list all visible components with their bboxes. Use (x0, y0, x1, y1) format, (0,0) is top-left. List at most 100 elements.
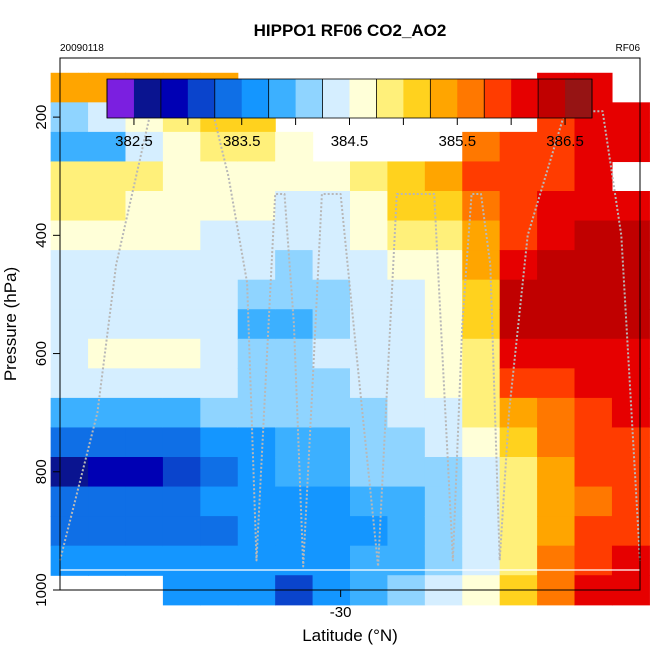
heatmap-cell (162, 279, 201, 310)
heatmap-cell (88, 191, 127, 222)
heatmap-cell (162, 368, 201, 399)
heatmap-cell (162, 161, 201, 192)
y-tick-label: 400 (33, 223, 50, 248)
heatmap-cell (312, 486, 351, 517)
heatmap-cell (537, 131, 576, 163)
heatmap-cell (424, 516, 463, 547)
y-tick-label: 1000 (33, 573, 50, 606)
heatmap-cell (50, 131, 89, 163)
heatmap-cell (537, 397, 576, 429)
heatmap-cell (88, 457, 127, 488)
heatmap-cell (200, 191, 239, 222)
heatmap-cell (275, 250, 314, 281)
x-axis-label: Latitude (°N) (302, 626, 398, 645)
heatmap-cell (424, 486, 463, 517)
heatmap-cell (574, 368, 613, 399)
heatmap-cell (237, 220, 276, 251)
heatmap-cell (387, 220, 426, 251)
heatmap-cell (88, 279, 127, 310)
heatmap-cell (537, 545, 576, 576)
heatmap-cell (237, 309, 276, 340)
heatmap-cell (200, 220, 239, 251)
heatmap-cell (312, 279, 351, 310)
heatmap-cell (237, 338, 276, 369)
colorbar-swatch (538, 79, 566, 118)
heatmap-cell (574, 309, 613, 340)
heatmap-cell (350, 161, 389, 192)
heatmap-cell (125, 516, 164, 547)
heatmap-cell (574, 220, 613, 251)
heatmap-cell (125, 279, 164, 310)
heatmap-cell (537, 427, 576, 458)
colorbar-swatch (430, 79, 458, 118)
colorbar-tick-label: 382.5 (115, 133, 153, 150)
heatmap-cell (200, 545, 239, 576)
heatmap-cell (611, 427, 650, 458)
heatmap-cell (50, 309, 89, 340)
heatmap-cell (574, 161, 613, 192)
heatmap-cell (312, 427, 351, 458)
heatmap-cell (125, 397, 164, 429)
heatmap-cell (275, 516, 314, 547)
heatmap-cell (499, 486, 538, 517)
y-axis-label: Pressure (hPa) (1, 267, 20, 381)
heatmap-cell (424, 191, 463, 222)
heatmap-cell (125, 161, 164, 192)
heatmap-cell (162, 457, 201, 488)
heatmap-cell (275, 161, 314, 192)
heatmap-cell (424, 397, 463, 429)
heatmap-cell (350, 427, 389, 458)
heatmap-cell (574, 427, 613, 458)
heatmap-cell (462, 191, 501, 222)
heatmap-cell (424, 161, 463, 192)
heatmap-cell (200, 368, 239, 399)
heatmap-cell (162, 250, 201, 281)
colorbar-swatch (403, 79, 431, 118)
heatmap-cell (312, 338, 351, 369)
heatmap-cell (611, 220, 650, 251)
heatmap-cell (499, 250, 538, 281)
heatmap-cell (499, 427, 538, 458)
heatmap-cell (237, 131, 276, 163)
heatmap-cell (387, 427, 426, 458)
colorbar-swatch (565, 79, 593, 118)
heatmap-cell (237, 191, 276, 222)
flight-track (59, 98, 641, 568)
heatmap-cell (275, 397, 314, 429)
heatmap-cell (462, 250, 501, 281)
heatmap-cell (387, 338, 426, 369)
heatmap-cell (125, 427, 164, 458)
heatmap-cell (275, 191, 314, 222)
heatmap-cell (611, 338, 650, 369)
heatmap-cell (350, 397, 389, 429)
colorbar-tick-label: 386.5 (546, 133, 584, 150)
heatmap-cell (537, 516, 576, 547)
heatmap-cell (50, 72, 89, 103)
heatmap-cell (611, 545, 650, 576)
heatmap-cell (537, 486, 576, 517)
heatmap-cell (574, 397, 613, 429)
colorbar-swatch (160, 79, 189, 118)
heatmap-cell (162, 220, 201, 251)
heatmap-cell (499, 545, 538, 576)
heatmap-cell (350, 368, 389, 399)
colorbar-swatch (107, 79, 135, 118)
heatmap-cell (387, 486, 426, 517)
heatmap-cell (50, 486, 89, 517)
heatmap-cell (200, 427, 239, 458)
heatmap-cell (611, 191, 650, 222)
heatmap-cell (499, 368, 538, 399)
heatmap-cell (200, 309, 239, 340)
colorbar-swatch (241, 79, 270, 118)
heatmap-cell (499, 279, 538, 310)
heatmap-cell (88, 338, 127, 369)
heatmap-cell (574, 545, 613, 576)
heatmap-cell (200, 457, 239, 488)
heatmap-cell (424, 545, 463, 576)
heatmap-cell (462, 309, 501, 340)
heatmap-cell (499, 516, 538, 547)
heatmap-cell (424, 220, 463, 251)
heatmap-cell (88, 516, 127, 547)
heatmap-cell (574, 516, 613, 547)
heatmap-cell (424, 250, 463, 281)
